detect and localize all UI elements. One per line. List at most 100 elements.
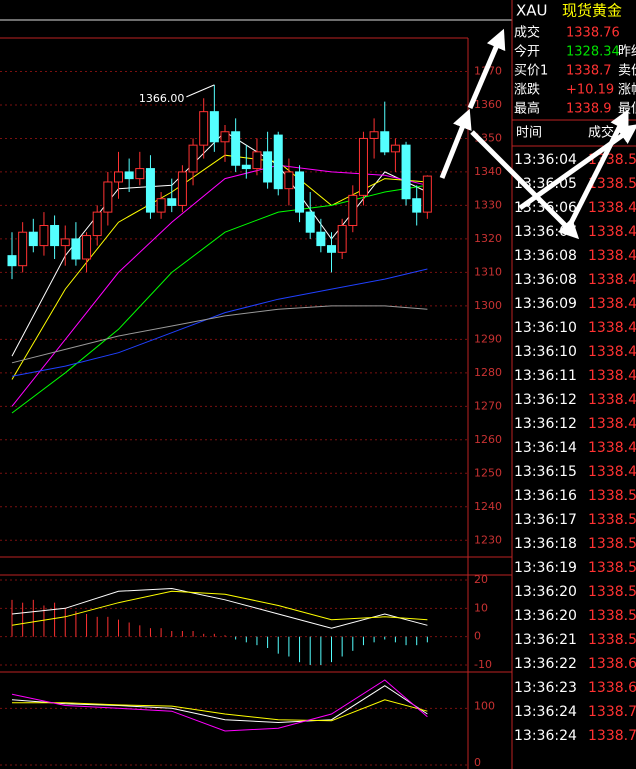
trade-time: 13:36:16: [514, 488, 577, 504]
candle-body: [358, 137, 368, 196]
candle-body: [263, 151, 273, 183]
trade-time: 13:36:12: [514, 416, 577, 432]
trade-time: 13:36:15: [514, 464, 577, 480]
candle-body: [50, 225, 60, 247]
candle-body: [252, 151, 262, 170]
candle-body: [167, 198, 177, 206]
candle-body: [124, 171, 134, 180]
trade-time: 13:36:19: [514, 560, 577, 576]
quote-value: 1338.7: [566, 64, 612, 79]
trade-time: 13:36:08: [514, 272, 577, 288]
indicator-line: [11, 305, 428, 364]
trade-time: 13:36:22: [514, 656, 577, 672]
trade-time: 13:36:11: [514, 368, 577, 384]
quote-label: 卖价: [618, 64, 636, 79]
candle-body: [39, 225, 49, 247]
y-tick-label: 1310: [474, 265, 502, 278]
trade-price: 1338.5: [588, 488, 636, 504]
arrow: [567, 109, 629, 227]
trade-price: 1338.5: [588, 608, 636, 624]
candle-body: [305, 211, 315, 233]
indicator-line: [11, 184, 428, 414]
trade-time: 13:36:17: [514, 512, 577, 528]
quote-label: 最低: [618, 102, 636, 117]
trade-price: 1338.4: [588, 200, 636, 216]
trade-time: 13:36:14: [514, 440, 577, 456]
y-tick-label: 1280: [474, 366, 502, 379]
quote-label: 最高: [514, 101, 540, 117]
trade-price: 1338.7: [588, 704, 636, 720]
trade-price: 1338.5: [588, 512, 636, 528]
candle-body: [60, 238, 70, 247]
y-tick-label: 10: [474, 601, 488, 614]
quote-value: 1338.76: [566, 26, 620, 41]
trade-time: 13:36:10: [514, 344, 577, 360]
candle-body: [369, 131, 379, 139]
candle-body: [103, 181, 113, 213]
trade-price: 1338.4: [588, 368, 636, 384]
y-tick-label: 1290: [474, 332, 502, 345]
quote-label: 成交: [514, 25, 540, 41]
max-leader: [186, 84, 215, 98]
annotation-arrows: [439, 28, 636, 240]
candle-body: [337, 225, 347, 253]
max-label: 1366.00: [139, 92, 185, 105]
candle-body: [177, 171, 187, 206]
y-tick-label: 0: [474, 756, 481, 769]
arrow: [470, 130, 580, 240]
candle-body: [7, 255, 17, 267]
trade-time: 13:36:10: [514, 320, 577, 336]
y-tick-label: 1360: [474, 98, 502, 111]
candle-body: [209, 111, 219, 143]
candle-body: [348, 194, 358, 227]
candle-body: [295, 171, 305, 213]
symbol-name: 现货黄金: [562, 2, 622, 20]
trade-price: 1338.4: [588, 296, 636, 312]
indicator-line: [11, 164, 428, 407]
indicator-line: [11, 685, 428, 724]
indicator-line: [11, 587, 428, 629]
y-tick-label: 20: [474, 573, 488, 586]
quote-label: 买价1: [514, 64, 548, 79]
candle-body: [380, 131, 390, 153]
trade-price: 1338.4: [588, 392, 636, 408]
candle-body: [412, 198, 422, 213]
quote-label: 涨幅: [618, 83, 636, 98]
y-tick-label: 1300: [474, 299, 502, 312]
indicator-line: [12, 699, 428, 722]
trade-price: 1338.4: [588, 272, 636, 288]
arrow: [439, 108, 472, 179]
quote-label: 昨结: [618, 45, 636, 60]
trade-time: 13:36:09: [514, 296, 577, 312]
trade-time: 13:36:24: [514, 728, 577, 744]
trades-header: 成交: [588, 125, 614, 141]
y-tick-label: 1260: [474, 433, 502, 446]
y-tick-label: 0: [474, 630, 481, 643]
candle-body: [71, 238, 81, 260]
trade-price: 1338.5: [588, 584, 636, 600]
trade-price: 1338.5: [588, 632, 636, 648]
y-tick-label: 1270: [474, 399, 502, 412]
y-tick-label: -10: [474, 658, 492, 671]
trade-price: 1338.6: [588, 680, 636, 696]
indicator-line: [11, 268, 428, 377]
trade-price: 1338.5: [588, 176, 636, 192]
trade-time: 13:36:21: [514, 632, 577, 648]
y-tick-label: 1320: [474, 232, 502, 245]
y-tick-label: 100: [474, 699, 495, 712]
candle-body: [188, 144, 198, 173]
indicator-line: [11, 679, 428, 732]
candle-body: [199, 111, 209, 146]
trade-price: 1338.4: [588, 344, 636, 360]
candle-body: [284, 171, 294, 190]
trade-price: 1338.4: [588, 320, 636, 336]
trade-price: 1338.4: [588, 248, 636, 264]
y-tick-label: 1340: [474, 165, 502, 178]
trade-time: 13:36:12: [514, 392, 577, 408]
trades-header: 时间: [516, 126, 542, 141]
quote-value: +10.19: [566, 83, 614, 98]
trade-price: 1338.4: [588, 224, 636, 240]
candle-body: [135, 168, 145, 180]
arrow: [467, 28, 506, 109]
